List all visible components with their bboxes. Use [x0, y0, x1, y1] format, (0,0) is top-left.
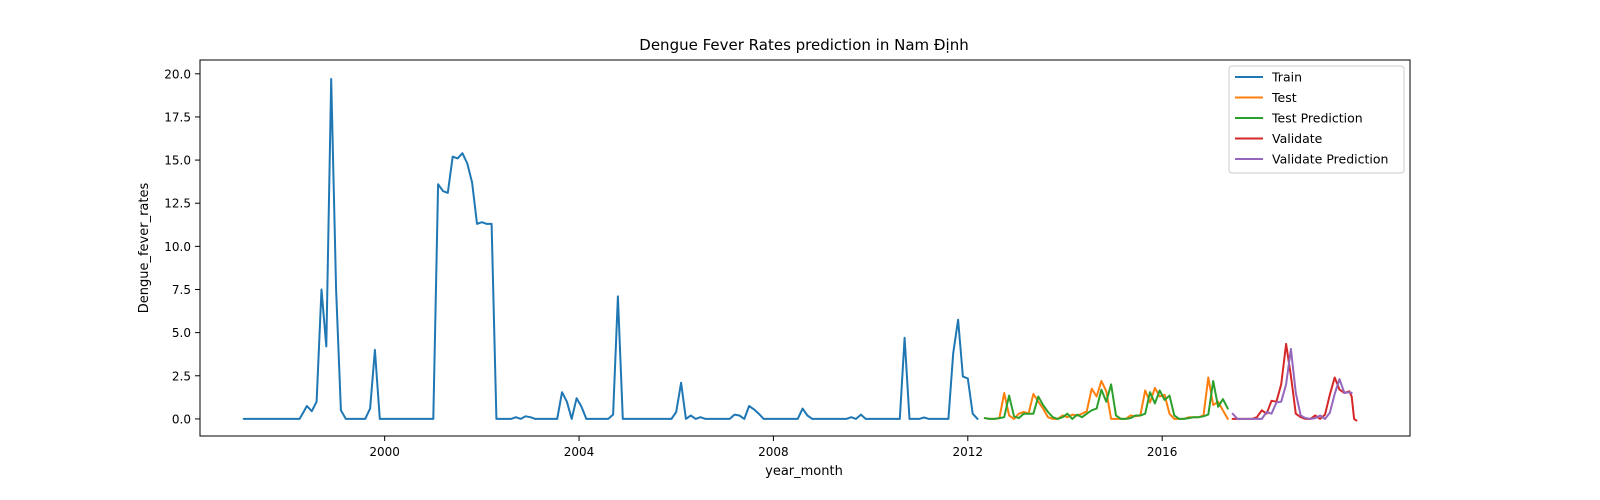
y-tick-label: 15.0	[164, 154, 191, 168]
plot-lines	[242, 78, 1358, 422]
legend-label: Validate Prediction	[1272, 152, 1388, 167]
y-tick-label: 5.0	[172, 326, 191, 340]
legend-label: Validate	[1272, 131, 1323, 146]
y-tick-label: 2.5	[172, 369, 191, 383]
y-axis: 0.0 2.5 5.0 7.5 10.0 12.5 15.0 17.5 20.0	[164, 67, 200, 426]
y-tick-label: 17.5	[164, 110, 191, 124]
legend: Train Test Test Prediction Validate Validate…	[1228, 65, 1405, 174]
x-axis-label: year_month	[765, 464, 843, 479]
x-tick-label: 2012	[953, 445, 984, 459]
x-tick-label: 2000	[369, 445, 400, 459]
legend-label: Train	[1271, 70, 1302, 85]
chart-title: Dengue Fever Rates prediction in Nam Địn…	[639, 36, 968, 54]
x-axis: 2000 2004 2008 2012 2016	[369, 436, 1177, 459]
series-line-test-prediction	[983, 380, 1229, 420]
y-tick-label: 7.5	[172, 283, 191, 297]
plot-frame	[199, 59, 1411, 437]
legend-label: Test Prediction	[1271, 111, 1363, 126]
x-tick-label: 2004	[564, 445, 595, 459]
y-tick-label: 0.0	[172, 412, 191, 426]
series-line-train	[242, 78, 979, 420]
y-axis-label: Dengue_fever_rates	[137, 183, 152, 314]
legend-label: Test	[1271, 90, 1297, 105]
series-line-validate-prediction	[1231, 348, 1353, 420]
y-tick-label: 10.0	[164, 240, 191, 254]
y-tick-label: 20.0	[164, 67, 191, 81]
y-tick-label: 12.5	[164, 197, 191, 211]
legend-box	[1228, 65, 1405, 174]
x-tick-label: 2008	[758, 445, 789, 459]
x-tick-label: 2016	[1147, 445, 1178, 459]
